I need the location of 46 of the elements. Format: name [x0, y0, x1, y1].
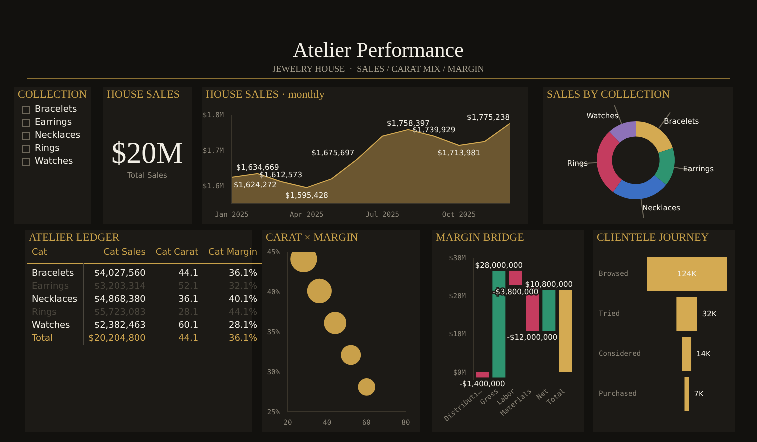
data-label: $4,027,560 [93, 268, 147, 280]
donut-slice [654, 148, 675, 185]
data-label: 40.1% [228, 294, 259, 306]
data-label: 32.1% [228, 280, 259, 293]
donut-slice [597, 132, 622, 192]
data-label: $4,868,380 [93, 294, 147, 306]
data-label: 44.1 [178, 332, 200, 345]
chart-title: HOUSE SALES · monthly [205, 88, 326, 103]
category-label: Earrings [34, 116, 74, 129]
chart-title: CARAT × MARGIN [265, 231, 360, 246]
text: Cat Carat [154, 246, 200, 260]
data-label: 28.1% [228, 320, 259, 332]
text: ATELIER LEDGER [28, 231, 121, 246]
text: $20M [110, 137, 184, 171]
data-label: 44.1 [178, 268, 200, 280]
category-label: Bracelets [27, 263, 84, 280]
category-label: Bracelets [34, 104, 78, 116]
chart-title: MARGIN BRIDGE [435, 231, 526, 246]
bar [559, 290, 572, 372]
category-label: Necklaces [34, 130, 82, 142]
donut-slice [610, 122, 636, 143]
text: JEWELRY HOUSE · SALES / CARAT MIX / MARGIN [272, 64, 486, 74]
category-label: Rings [34, 142, 61, 155]
text: Cat Margin [208, 246, 259, 260]
text: HOUSE SALES [106, 88, 182, 103]
category-label: Total [27, 332, 84, 345]
data-label: 36.1 [178, 294, 200, 306]
series-label: Cat Sales [102, 246, 147, 260]
bar [542, 290, 556, 332]
data-label: $20,204,800 [88, 332, 147, 345]
data-label: 36.1% [228, 332, 259, 345]
data-label: 44.1% [228, 306, 259, 319]
donut-slice [613, 175, 666, 200]
category-label: Watches [27, 319, 84, 332]
chart-title: SALES BY COLLECTION [546, 88, 672, 103]
bar [476, 372, 489, 378]
category-label: Necklaces [27, 293, 84, 306]
category-label: Watches [34, 156, 74, 168]
data-label: 60.1 [178, 320, 200, 332]
text: CLIENTELE JOURNEY [596, 231, 710, 246]
data-label: 36.1% [228, 268, 259, 280]
data-label: $2,382,463 [93, 320, 147, 332]
text: Cat [31, 246, 48, 260]
text: Atelier Performance [292, 38, 465, 62]
text: COLLECTION [17, 88, 88, 103]
bar [509, 270, 522, 286]
